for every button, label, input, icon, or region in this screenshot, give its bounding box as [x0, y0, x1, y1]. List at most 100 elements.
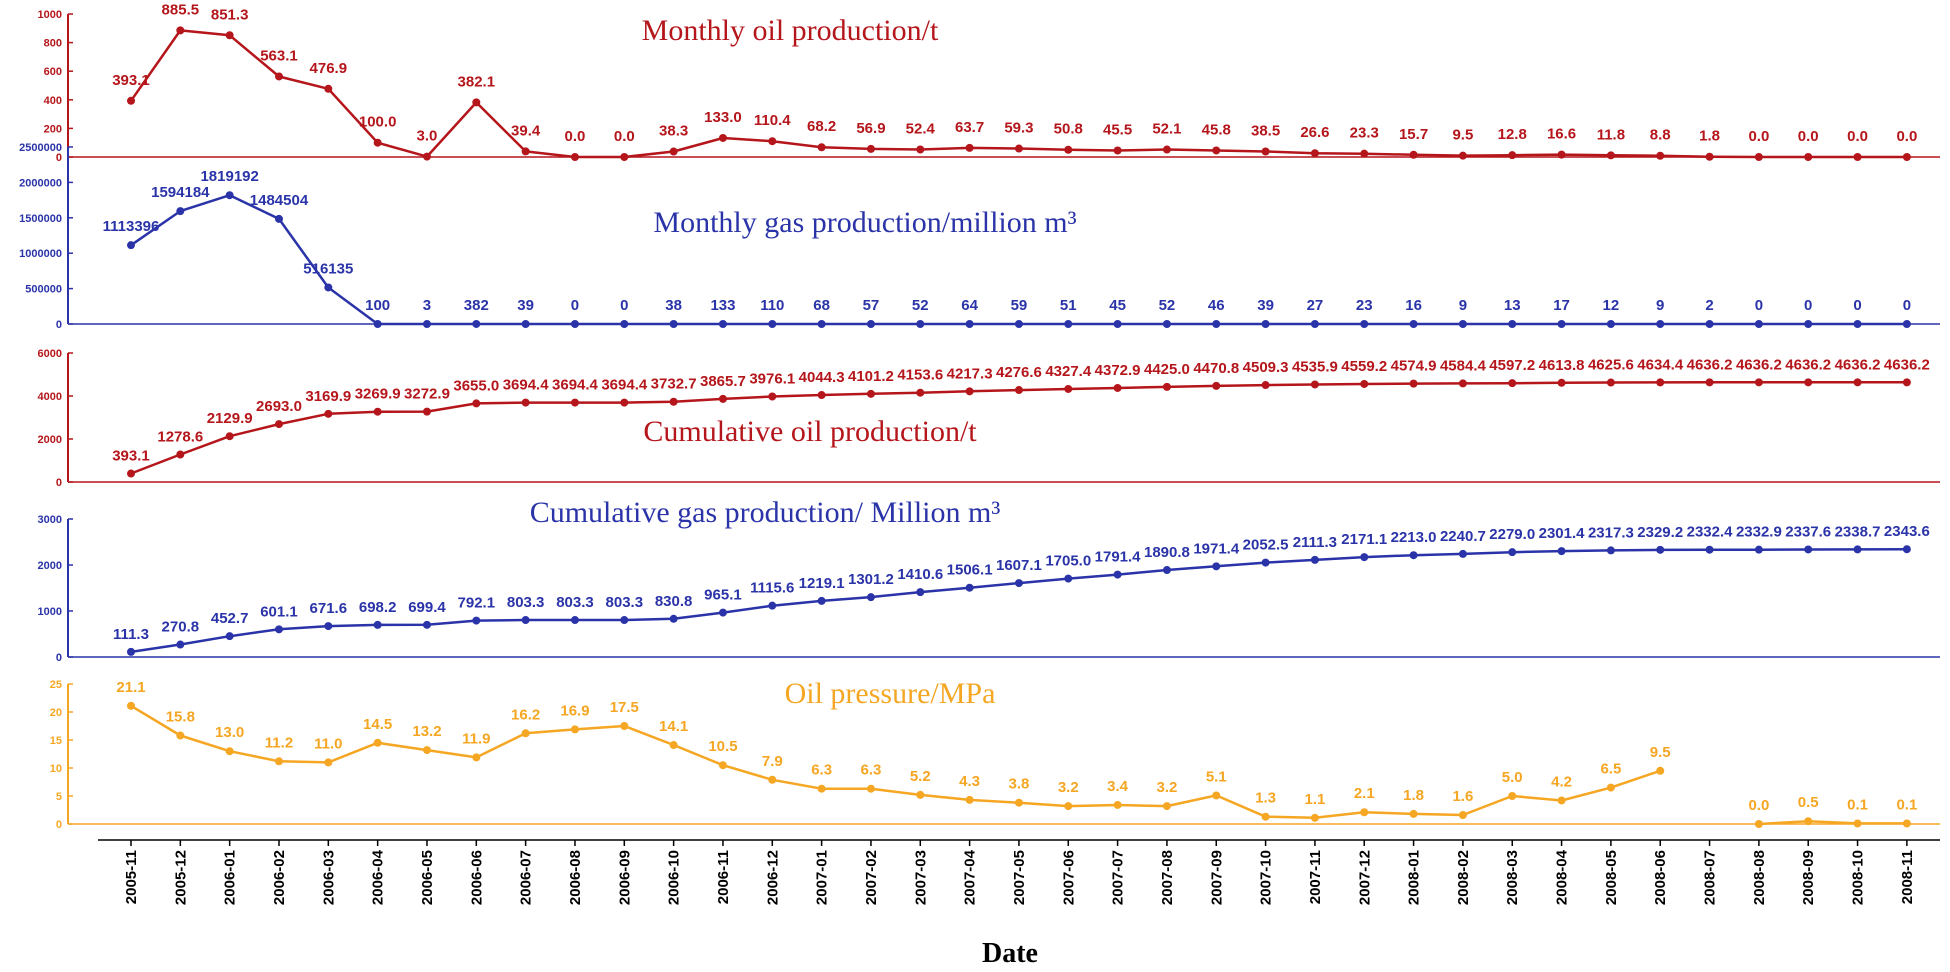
panel-title: Cumulative oil production/t	[643, 415, 977, 448]
data-point	[669, 614, 678, 623]
data-label: 965.1	[704, 587, 742, 604]
data-label: 6.5	[1600, 761, 1621, 778]
data-point	[422, 407, 431, 416]
data-label: 1594184	[151, 184, 210, 201]
data-label: 1.1	[1304, 791, 1325, 808]
data-point	[176, 640, 185, 649]
data-label: 9.5	[1452, 127, 1473, 144]
data-point	[1458, 151, 1467, 160]
data-label: 5.2	[910, 768, 931, 785]
data-label: 3169.9	[305, 388, 351, 405]
y-tick-label: 0	[56, 652, 62, 664]
data-label: 2	[1705, 297, 1713, 314]
data-label: 0.0	[1748, 797, 1769, 814]
data-label: 1219.1	[799, 575, 845, 592]
data-label: 3865.7	[700, 373, 746, 390]
data-point	[1261, 558, 1270, 567]
data-label: 1506.1	[947, 562, 993, 579]
y-tick-label: 1000	[38, 9, 62, 21]
data-label: 38	[665, 297, 682, 314]
y-tick-label: 1500000	[19, 213, 62, 225]
data-point	[127, 701, 135, 710]
data-label: 5.0	[1502, 769, 1523, 786]
data-label: 3976.1	[749, 371, 795, 388]
data-label: 2129.9	[207, 410, 253, 427]
data-label: 9	[1459, 297, 1467, 314]
y-tick-label: 4000	[38, 391, 62, 403]
data-label: 12.8	[1498, 126, 1527, 143]
x-tick-label: 2006-02	[271, 850, 288, 905]
data-point	[521, 319, 530, 328]
data-point	[768, 319, 777, 328]
x-tick-label: 2005-12	[172, 850, 189, 905]
x-tick-label: 2008-02	[1455, 850, 1472, 905]
data-point	[1656, 766, 1665, 775]
data-point	[1360, 553, 1369, 562]
data-point	[570, 725, 579, 734]
data-point	[916, 790, 925, 799]
data-label: 699.4	[408, 599, 446, 616]
x-tick-label: 2005-11	[123, 850, 140, 904]
data-point	[225, 191, 234, 200]
data-point	[1064, 145, 1073, 154]
data-label: 4559.2	[1341, 358, 1387, 375]
data-label: 2338.7	[1835, 523, 1881, 540]
panel-title: Monthly gas production/million m³	[653, 206, 1076, 239]
data-point	[422, 620, 431, 629]
y-tick-label: 800	[44, 38, 62, 50]
data-point	[1310, 380, 1319, 389]
data-point	[768, 137, 777, 146]
y-tick-label: 2000	[38, 434, 62, 446]
data-point	[1409, 319, 1418, 328]
data-label: 52	[912, 297, 929, 314]
data-point	[1458, 379, 1467, 388]
data-point	[521, 147, 530, 156]
data-label: 2.1	[1354, 785, 1375, 802]
data-point	[1508, 151, 1517, 160]
data-point	[669, 741, 678, 750]
data-label: 0.0	[565, 128, 586, 145]
data-label: 16.9	[560, 702, 589, 719]
data-label: 4634.4	[1637, 356, 1684, 373]
x-tick-label: 2007-12	[1356, 850, 1373, 905]
data-point	[1458, 319, 1467, 328]
data-point	[718, 133, 727, 142]
x-tick-label: 2007-04	[962, 849, 979, 905]
data-point	[1705, 545, 1714, 554]
y-tick-label: 6000	[38, 348, 62, 360]
data-point	[866, 144, 875, 153]
data-point	[1360, 319, 1369, 328]
data-point	[1804, 320, 1813, 328]
data-point	[1754, 820, 1763, 828]
data-label: 1301.2	[848, 571, 894, 588]
data-label: 1.8	[1699, 128, 1720, 145]
data-label: 671.6	[310, 600, 348, 617]
data-label: 4636.2	[1884, 356, 1930, 373]
data-point	[472, 319, 481, 328]
data-label: 27	[1307, 297, 1324, 314]
data-label: 3694.4	[552, 377, 599, 394]
y-tick-label: 0	[56, 819, 62, 831]
y-tick-label: 2000	[38, 560, 62, 572]
data-point	[472, 399, 481, 408]
data-point	[1754, 153, 1763, 161]
data-label: 0.0	[1847, 128, 1868, 145]
y-tick-label: 20	[50, 707, 62, 719]
data-label: 270.8	[162, 619, 200, 636]
data-point	[866, 319, 875, 328]
data-label: 4636.2	[1687, 356, 1733, 373]
data-point	[1902, 153, 1911, 161]
data-point	[127, 241, 135, 250]
data-label: 52.1	[1152, 121, 1181, 138]
y-tick-label: 0	[56, 152, 62, 164]
data-point	[620, 398, 629, 407]
data-point	[1902, 320, 1911, 328]
data-label: 46	[1208, 297, 1225, 314]
data-label: 16	[1405, 297, 1422, 314]
y-tick-label: 25	[50, 679, 62, 691]
data-label: 2332.4	[1687, 524, 1734, 541]
data-point	[570, 320, 579, 328]
data-point	[373, 407, 382, 416]
data-label: 803.3	[606, 594, 644, 611]
data-label: 885.5	[162, 1, 200, 18]
